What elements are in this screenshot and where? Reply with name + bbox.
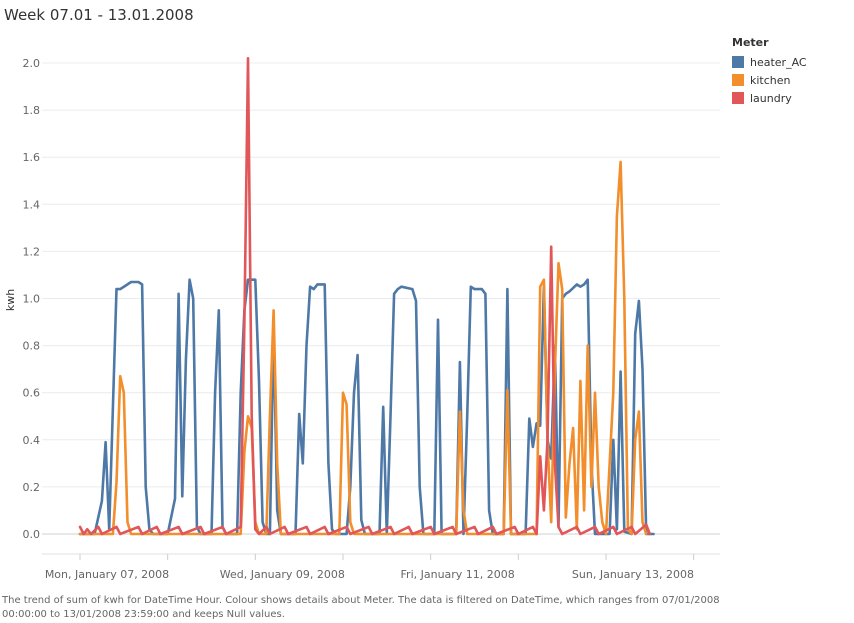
x-tick-label: Wed, January 09, 2008: [220, 568, 345, 581]
chart-caption: The trend of sum of kwh for DateTime Hou…: [2, 595, 720, 620]
legend-label: heater_AC: [750, 55, 807, 69]
y-tick-label: 0.8: [23, 340, 41, 353]
legend-swatch: [732, 92, 744, 104]
y-tick-label: 0.0: [23, 528, 41, 541]
x-tick-label: Fri, January 11, 2008: [401, 568, 515, 581]
legend-title: Meter: [732, 36, 769, 49]
y-tick-label: 1.4: [23, 198, 41, 211]
chart-title: Week 07.01 - 13.01.2008: [4, 6, 194, 24]
legend-label: laundry: [750, 91, 792, 105]
y-tick-label: 1.8: [23, 104, 41, 117]
y-tick-label: 1.6: [23, 151, 41, 164]
legend-swatch: [732, 74, 744, 86]
y-tick-label: 1.0: [23, 293, 41, 306]
legend-item-heater-ac[interactable]: heater_AC: [732, 53, 807, 71]
y-tick-label: 1.2: [23, 245, 41, 258]
y-tick-label: 2.0: [23, 57, 41, 70]
series-line-laundry[interactable]: [78, 57, 652, 536]
legend-swatch: [732, 56, 744, 68]
legend-item-laundry[interactable]: laundry: [732, 89, 807, 107]
legend: Meter heater_AC kitchen laundry: [732, 36, 807, 107]
legend-label: kitchen: [750, 73, 791, 87]
y-axis-label: kwh: [4, 289, 17, 311]
line-chart: 0.0 0.2 0.4 0.6 0.8 1.0 1.2 1.4 1.6 1.8 2.0 Mon, Ja…: [4, 57, 720, 581]
legend-item-kitchen[interactable]: kitchen: [732, 71, 807, 89]
y-tick-label: 0.6: [23, 387, 41, 400]
x-tick-label: Sun, January 13, 2008: [572, 568, 694, 581]
x-tick-label: Mon, January 07, 2008: [45, 568, 169, 581]
y-tick-label: 0.2: [23, 481, 41, 494]
y-tick-label: 0.4: [23, 434, 41, 447]
